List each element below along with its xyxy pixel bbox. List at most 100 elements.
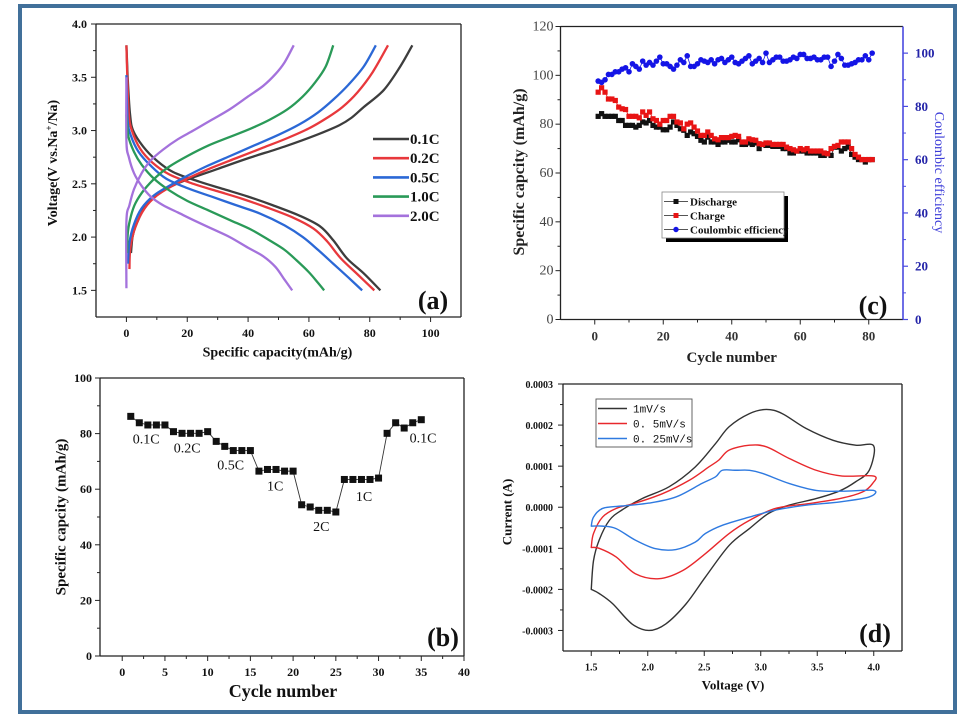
data-point	[711, 60, 718, 67]
data-point-cycle-35	[417, 416, 425, 424]
data-point	[712, 136, 718, 142]
data-point	[660, 117, 666, 124]
data-point	[763, 140, 769, 146]
data-point	[849, 151, 855, 158]
data-point	[746, 140, 752, 146]
data-point	[708, 132, 714, 138]
data-point-cycle-4	[152, 421, 160, 429]
legend-marker	[673, 199, 679, 204]
discharge-curve-1.0C	[125, 114, 326, 292]
data-point	[756, 55, 762, 62]
data-point	[619, 117, 625, 124]
panel-label: (b)	[427, 623, 459, 652]
x-axis-label: Voltage (V)	[702, 678, 765, 693]
data-point	[636, 122, 642, 128]
data-point	[729, 139, 735, 145]
data-point-cycle-2	[135, 419, 143, 427]
y-tick-label: 100	[74, 371, 92, 385]
data-point	[674, 62, 680, 68]
y-axis-label-main: Voltage(V vs.Na	[46, 131, 61, 227]
data-point	[736, 137, 742, 143]
y-tick-label: 4.0	[72, 17, 87, 31]
x-axis-label: Cycle number	[686, 350, 777, 366]
figure-frame	[18, 4, 957, 714]
y-axis-label: Current (A)	[500, 479, 515, 546]
data-point	[605, 113, 612, 119]
y-axis-label: Voltage(V vs.Na+/Na)	[44, 99, 61, 226]
data-point	[688, 120, 694, 126]
data-point	[694, 128, 701, 134]
legend-marker	[673, 213, 679, 218]
legend-label: Charge	[690, 211, 725, 223]
data-point	[780, 145, 786, 152]
panel-c-cycling-performance: (c) Cycle number Specific capcity (mAh/g…	[511, 20, 946, 367]
data-point	[602, 113, 608, 119]
discharge-curve-0.1C	[125, 45, 382, 292]
data-point	[746, 136, 752, 142]
data-point	[722, 139, 728, 145]
data-point	[831, 143, 838, 149]
data-point-cycle-25	[332, 508, 340, 516]
data-point	[722, 134, 728, 141]
data-point	[636, 115, 642, 121]
data-point-cycle-15	[246, 447, 254, 455]
legend-box	[661, 191, 785, 239]
data-point	[595, 113, 601, 119]
panel-b-rate-capability: (b) Cycle number Specific capcity (mAh/g…	[54, 371, 471, 701]
y2-tick-label: 100	[915, 46, 935, 61]
x-tick-label: 40	[458, 665, 470, 679]
y-tick-label: 1.5	[72, 283, 87, 297]
data-point	[626, 68, 632, 75]
data-point	[650, 122, 656, 128]
data-point-cycle-32	[392, 419, 400, 427]
data-point	[653, 117, 659, 124]
data-point	[811, 148, 817, 154]
legend-marker	[673, 226, 679, 233]
cv-loop-0. 5mV/s	[590, 444, 877, 580]
x-tick-label: 60	[794, 329, 807, 344]
data-point	[865, 56, 872, 63]
data-point	[862, 53, 869, 59]
x-tick-label: 40	[242, 326, 254, 340]
data-point	[684, 53, 691, 59]
y-axis-label: Specific capcity (mAh/g)	[54, 439, 70, 596]
data-point	[790, 150, 796, 156]
data-point	[828, 145, 834, 152]
data-point	[825, 151, 831, 157]
data-point	[749, 141, 755, 148]
data-point	[650, 116, 656, 122]
data-point	[842, 139, 848, 145]
rate-annotation: 2C	[313, 520, 329, 535]
y-tick-label: 0	[547, 313, 554, 328]
rate-annotation: 1C	[356, 490, 372, 505]
data-point	[776, 54, 783, 60]
data-point	[629, 113, 636, 119]
data-point	[670, 113, 677, 119]
data-point	[646, 109, 653, 115]
data-point	[807, 148, 814, 154]
data-point	[756, 141, 762, 147]
data-point	[698, 132, 704, 138]
data-point	[845, 144, 851, 150]
data-point	[639, 58, 646, 64]
x-tick-label: 100	[422, 326, 440, 340]
y-tick-label: 20	[540, 264, 554, 279]
data-point	[729, 133, 735, 139]
x-tick-label: 20	[287, 665, 299, 679]
data-point	[694, 60, 701, 67]
x-tick-label: 3.5	[811, 663, 824, 674]
data-point	[777, 141, 783, 148]
data-point	[797, 145, 803, 152]
data-point-cycle-31	[383, 429, 391, 437]
charge-curve-1.0C	[125, 44, 335, 254]
x-axis-label: Cycle number	[229, 681, 337, 701]
legend-label: Coulombic efficiency	[690, 225, 789, 237]
data-point	[838, 55, 845, 62]
x-tick-label: 0	[592, 329, 599, 344]
data-point	[602, 89, 608, 95]
data-point	[842, 145, 848, 152]
data-point-cycle-3	[144, 421, 152, 429]
discharge-curve-0.2C	[125, 45, 376, 292]
data-point	[667, 124, 673, 130]
data-point-cycle-23	[315, 506, 323, 514]
